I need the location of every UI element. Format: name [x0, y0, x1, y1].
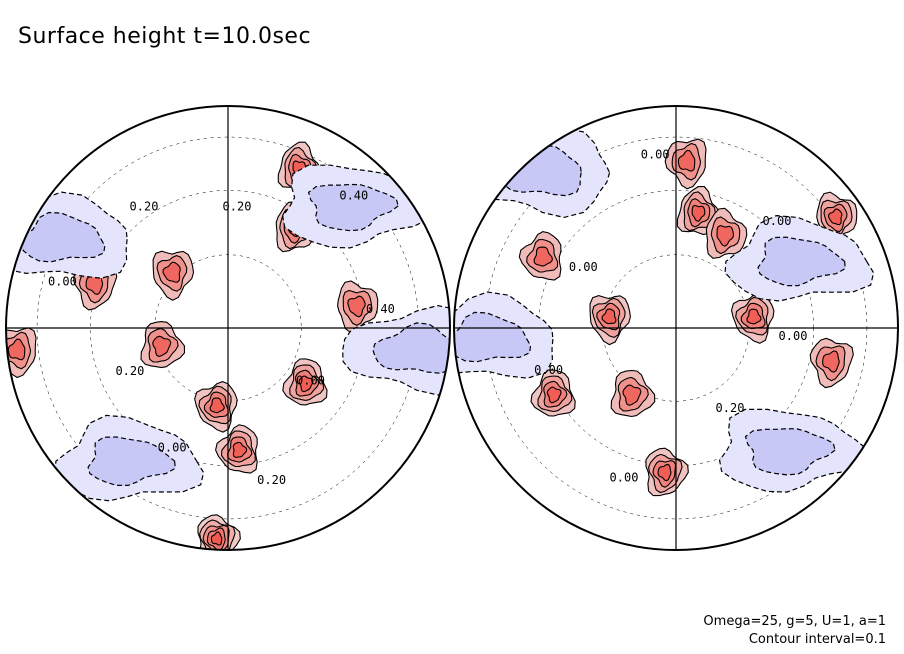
- positive-contour: [152, 335, 172, 358]
- contour-label: 0.00: [48, 275, 77, 289]
- contour-label: 0.20: [223, 200, 252, 214]
- negative-contour: [757, 236, 846, 287]
- positive-contour: [657, 463, 672, 482]
- positive-contour: [347, 295, 366, 318]
- positive-contour: [232, 441, 248, 458]
- contour-label: 0.00: [569, 260, 598, 274]
- contour-label: 0.00: [763, 214, 792, 228]
- positive-contour: [822, 350, 840, 373]
- right-hemisphere: 0.20 0.00 0.00 0.00 0.00 0.00 0.00: [453, 105, 899, 551]
- contour-label: 0.20: [130, 200, 159, 214]
- contour-label: 0.20: [716, 401, 745, 415]
- negative-contour: [744, 428, 836, 476]
- negative-contour: [87, 436, 176, 486]
- contour-label: 0.40: [366, 302, 395, 316]
- positive-contour: [677, 149, 696, 172]
- contour-label: 0.20: [115, 364, 144, 378]
- positive-contour: [546, 386, 562, 404]
- hemisphere-outline: [5, 105, 451, 551]
- contour-label: 0.40: [339, 189, 368, 203]
- positive-contour: [209, 397, 225, 414]
- contour-label: 0.00: [296, 373, 325, 387]
- positive-contour: [533, 246, 553, 267]
- positive-contour: [622, 384, 642, 406]
- figure-title: Surface height t=10.0sec: [18, 24, 312, 49]
- positive-contour: [7, 338, 26, 361]
- positive-contour: [210, 531, 223, 546]
- model-parameters: Omega=25, g=5, U=1, a=1: [703, 614, 886, 629]
- negative-contour: [372, 322, 450, 374]
- contour-label: 0.00: [158, 440, 187, 454]
- negative-contour: [454, 311, 532, 363]
- positive-contour: [716, 225, 735, 247]
- contour-label: 0.00: [610, 471, 639, 485]
- negative-contour: [307, 183, 399, 232]
- positive-contour: [746, 308, 762, 325]
- contour-label: 0.20: [257, 473, 286, 487]
- contour-label: 0.00: [779, 329, 808, 343]
- hemisphere-outline: [453, 105, 899, 551]
- positive-contour: [601, 308, 617, 325]
- negative-contour: [498, 144, 582, 197]
- positive-contour: [828, 208, 843, 226]
- contour-interval-note: Contour interval=0.1: [748, 632, 886, 647]
- positive-contour: [162, 261, 181, 283]
- positive-contour: [691, 204, 706, 222]
- left-hemisphere: 0.00 0.20 0.00 0.20 0.00 0.20 0.20 0.40 0.40: [5, 105, 451, 551]
- positive-contour: [298, 375, 314, 393]
- contour-label: 0.00: [534, 363, 563, 377]
- contour-label: 0.00: [641, 147, 670, 161]
